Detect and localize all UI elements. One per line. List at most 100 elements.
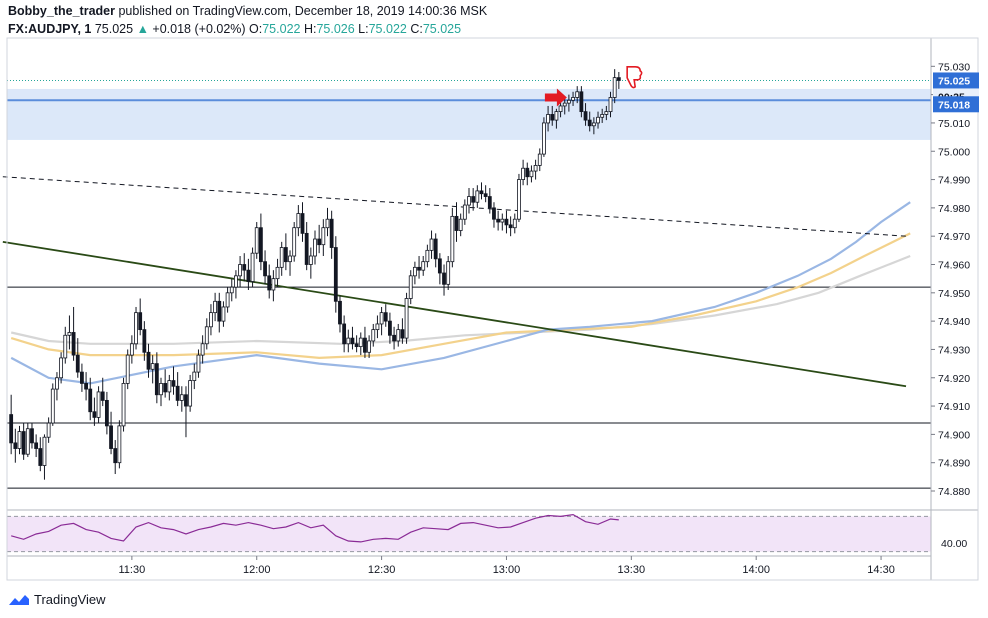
candle[interactable] xyxy=(412,261,417,285)
candle[interactable] xyxy=(250,247,255,288)
candle[interactable] xyxy=(329,210,334,259)
candle[interactable] xyxy=(421,256,426,276)
candle[interactable] xyxy=(200,335,205,364)
candle[interactable] xyxy=(379,306,384,336)
candle[interactable] xyxy=(246,258,251,290)
candle[interactable] xyxy=(608,91,613,118)
candle[interactable] xyxy=(84,372,88,401)
candle[interactable] xyxy=(317,224,322,254)
candle[interactable] xyxy=(175,372,180,407)
candle[interactable] xyxy=(508,216,513,237)
candle[interactable] xyxy=(88,377,93,421)
candle[interactable] xyxy=(383,304,388,327)
candle[interactable] xyxy=(429,230,434,259)
candle[interactable] xyxy=(71,306,76,361)
candle[interactable] xyxy=(388,312,392,344)
candle[interactable] xyxy=(554,108,559,129)
candle[interactable] xyxy=(600,108,605,123)
candle[interactable] xyxy=(196,349,201,378)
author-name[interactable]: Bobby_the_trader xyxy=(8,4,115,18)
candle[interactable] xyxy=(184,386,188,438)
candle[interactable] xyxy=(546,105,550,132)
candle[interactable] xyxy=(304,222,309,271)
solid-trendline[interactable] xyxy=(2,240,907,388)
candle[interactable] xyxy=(542,117,546,157)
candle[interactable] xyxy=(442,264,446,296)
candle[interactable] xyxy=(271,270,276,302)
candle[interactable] xyxy=(188,374,193,412)
candle[interactable] xyxy=(487,188,492,214)
level-price-label[interactable]: 75.018 xyxy=(933,96,979,113)
candle[interactable] xyxy=(30,423,34,449)
candle[interactable] xyxy=(408,270,413,305)
candle[interactable] xyxy=(59,352,64,384)
candle[interactable] xyxy=(275,258,280,288)
candle[interactable] xyxy=(13,428,18,463)
candle[interactable] xyxy=(263,250,267,285)
candle[interactable] xyxy=(25,423,30,458)
thumbs-down-icon[interactable] xyxy=(626,66,643,89)
candle[interactable] xyxy=(350,326,355,350)
candle[interactable] xyxy=(209,304,213,336)
candle[interactable] xyxy=(159,377,163,407)
candle[interactable] xyxy=(579,86,584,118)
candle[interactable] xyxy=(400,318,405,344)
candle[interactable] xyxy=(279,241,284,276)
candle[interactable] xyxy=(42,434,47,480)
candle[interactable] xyxy=(34,434,39,458)
candle[interactable] xyxy=(596,111,600,129)
candle[interactable] xyxy=(234,270,238,299)
candle[interactable] xyxy=(80,363,84,392)
candle[interactable] xyxy=(267,264,272,299)
candle[interactable] xyxy=(396,323,401,347)
candle[interactable] xyxy=(21,423,26,460)
candle[interactable] xyxy=(417,256,421,279)
candle[interactable] xyxy=(342,315,347,353)
candle[interactable] xyxy=(375,315,380,339)
candle[interactable] xyxy=(512,213,517,234)
candle[interactable] xyxy=(346,329,351,353)
candle[interactable] xyxy=(242,253,247,282)
dashed-trendline[interactable] xyxy=(2,176,907,237)
candle[interactable] xyxy=(213,292,218,322)
candle[interactable] xyxy=(496,210,501,231)
candle[interactable] xyxy=(288,250,292,276)
candle[interactable] xyxy=(338,295,342,333)
candle[interactable] xyxy=(533,159,538,180)
candle[interactable] xyxy=(537,148,542,172)
candle[interactable] xyxy=(583,103,588,126)
candle[interactable] xyxy=(446,256,451,290)
candle[interactable] xyxy=(308,247,313,279)
candle[interactable] xyxy=(104,391,109,435)
candle[interactable] xyxy=(479,182,484,200)
candle[interactable] xyxy=(38,437,43,472)
candle[interactable] xyxy=(363,326,367,358)
candle[interactable] xyxy=(504,210,509,234)
candle[interactable] xyxy=(367,335,372,358)
candle[interactable] xyxy=(142,321,147,361)
candle[interactable] xyxy=(46,417,51,443)
candle[interactable] xyxy=(75,338,80,378)
candle[interactable] xyxy=(17,425,22,455)
candle[interactable] xyxy=(296,205,301,237)
tradingview-logo[interactable]: TradingView xyxy=(8,592,106,607)
support-resistance-zone[interactable] xyxy=(7,88,931,140)
candle[interactable] xyxy=(100,377,105,407)
candle[interactable] xyxy=(163,369,168,398)
candle[interactable] xyxy=(616,71,621,89)
candle[interactable] xyxy=(587,111,592,132)
candle[interactable] xyxy=(300,202,305,242)
candle[interactable] xyxy=(471,188,476,211)
candle[interactable] xyxy=(475,185,480,208)
candle[interactable] xyxy=(121,377,126,432)
candle[interactable] xyxy=(217,292,222,333)
candle[interactable] xyxy=(591,117,596,135)
candle[interactable] xyxy=(192,363,197,390)
candle[interactable] xyxy=(550,105,555,126)
candle[interactable] xyxy=(492,202,496,228)
candle[interactable] xyxy=(437,253,442,285)
candle[interactable] xyxy=(204,318,209,350)
candle[interactable] xyxy=(150,355,155,384)
candle[interactable] xyxy=(292,222,297,262)
